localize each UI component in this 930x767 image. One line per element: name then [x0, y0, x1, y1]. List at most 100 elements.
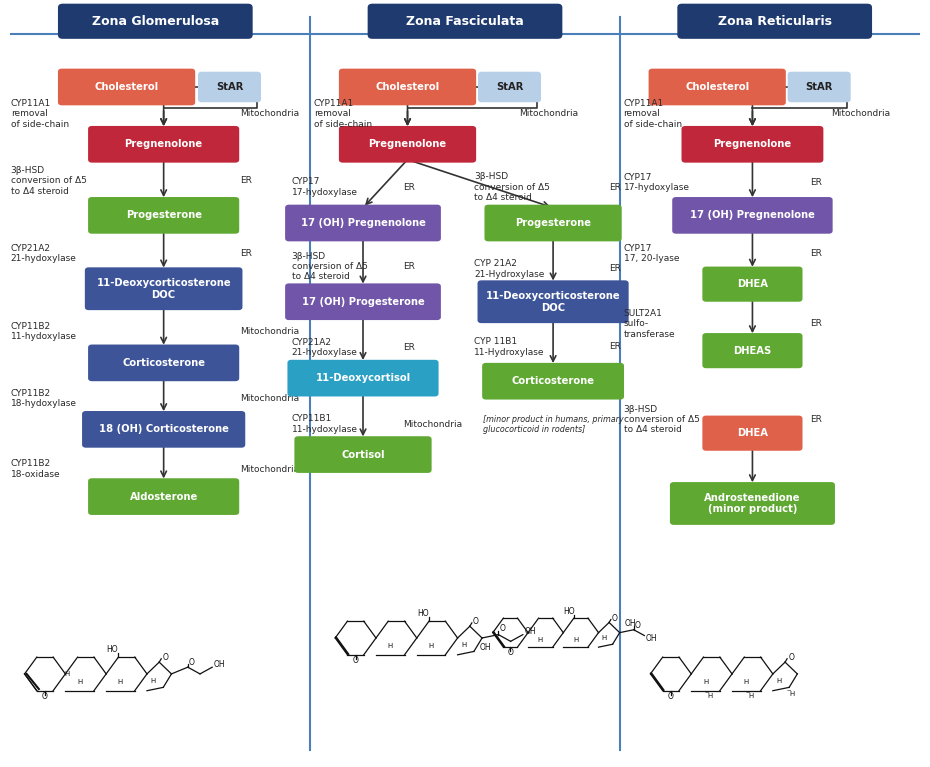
Text: H: H: [538, 637, 543, 643]
Text: CYP11A1
removal
of side-chain: CYP11A1 removal of side-chain: [313, 99, 372, 129]
FancyBboxPatch shape: [339, 68, 476, 105]
Text: OH: OH: [214, 660, 225, 669]
Text: ER: ER: [403, 183, 415, 192]
Text: CYP 11B1
11-Hydroxylase: CYP 11B1 11-Hydroxylase: [474, 337, 545, 357]
Text: Mitochondria: Mitochondria: [241, 465, 299, 473]
FancyBboxPatch shape: [339, 126, 476, 163]
Text: ER: ER: [403, 343, 415, 352]
Text: StAR: StAR: [496, 82, 524, 92]
FancyBboxPatch shape: [82, 411, 246, 448]
Text: O: O: [634, 621, 640, 630]
Text: ̅H: ̅H: [790, 691, 796, 697]
Text: H: H: [461, 642, 466, 647]
Text: Mitochondria: Mitochondria: [519, 109, 578, 118]
Text: 17 (OH) Progesterone: 17 (OH) Progesterone: [301, 297, 424, 307]
FancyBboxPatch shape: [88, 126, 239, 163]
Text: 3β-HSD
conversion of Δ5
to Δ4 steroid: 3β-HSD conversion of Δ5 to Δ4 steroid: [292, 252, 367, 281]
FancyBboxPatch shape: [198, 71, 261, 102]
FancyBboxPatch shape: [286, 205, 441, 242]
Text: Androstenedione
(minor product): Androstenedione (minor product): [704, 492, 801, 515]
Text: H: H: [151, 677, 155, 683]
Text: H: H: [573, 637, 578, 643]
Text: 3β-HSD
conversion of Δ5
to Δ4 steroid: 3β-HSD conversion of Δ5 to Δ4 steroid: [10, 166, 86, 196]
Text: 3β-HSD
conversion of Δ5
to Δ4 steroid: 3β-HSD conversion of Δ5 to Δ4 steroid: [474, 173, 551, 202]
Text: H: H: [744, 680, 749, 685]
Text: CYP17
17, 20-lyase: CYP17 17, 20-lyase: [623, 244, 679, 263]
FancyBboxPatch shape: [670, 482, 835, 525]
Text: Zona Fasciculata: Zona Fasciculata: [406, 15, 524, 28]
Text: CYP17
17-hydoxylase: CYP17 17-hydoxylase: [292, 177, 358, 197]
FancyBboxPatch shape: [702, 267, 803, 301]
Text: OH: OH: [525, 627, 536, 637]
Text: CYP11B2
18-hydoxylase: CYP11B2 18-hydoxylase: [10, 389, 76, 409]
FancyBboxPatch shape: [88, 197, 239, 234]
FancyBboxPatch shape: [677, 4, 872, 39]
FancyBboxPatch shape: [482, 363, 624, 400]
Text: ER: ER: [609, 183, 620, 192]
Text: ER: ER: [810, 178, 822, 187]
Text: O: O: [668, 693, 673, 701]
Text: CYP11B2
18-oxidase: CYP11B2 18-oxidase: [10, 459, 60, 479]
FancyBboxPatch shape: [58, 4, 253, 39]
Text: DHEAS: DHEAS: [734, 346, 772, 356]
Text: Pregnenolone: Pregnenolone: [713, 140, 791, 150]
FancyBboxPatch shape: [648, 68, 786, 105]
FancyBboxPatch shape: [702, 333, 803, 368]
Text: 17 (OH) Pregnenolone: 17 (OH) Pregnenolone: [300, 218, 425, 228]
Text: O: O: [189, 657, 194, 667]
Text: [minor product in humans, primary
glucocorticoid in rodents]: [minor product in humans, primary glucoc…: [483, 415, 623, 434]
Text: Aldosterone: Aldosterone: [129, 492, 198, 502]
Text: O: O: [508, 648, 513, 657]
Text: H: H: [388, 644, 392, 650]
Text: HO: HO: [417, 609, 429, 618]
Text: H: H: [429, 644, 433, 650]
Text: SULT2A1
sulfo-
transferase: SULT2A1 sulfo- transferase: [623, 309, 675, 339]
Text: CYP21A2
21-hydoxylase: CYP21A2 21-hydoxylase: [292, 338, 357, 357]
Text: OH: OH: [625, 619, 637, 628]
Text: Cholesterol: Cholesterol: [376, 82, 440, 92]
Text: Progesterone: Progesterone: [515, 218, 591, 228]
Text: H: H: [601, 635, 606, 641]
Text: Cortisol: Cortisol: [341, 449, 385, 459]
Text: OH: OH: [480, 643, 491, 652]
FancyBboxPatch shape: [88, 479, 239, 515]
Text: ER: ER: [810, 249, 822, 258]
Text: O: O: [473, 617, 479, 627]
Text: Mitochondria: Mitochondria: [241, 327, 299, 336]
Text: O: O: [611, 614, 618, 624]
Text: Cholesterol: Cholesterol: [95, 82, 159, 92]
Text: ̅H: ̅H: [750, 693, 755, 699]
Text: ER: ER: [241, 176, 252, 186]
Text: H: H: [77, 680, 82, 685]
Text: HO: HO: [563, 607, 575, 616]
Text: StAR: StAR: [216, 82, 243, 92]
Text: DHEA: DHEA: [737, 428, 768, 438]
FancyBboxPatch shape: [287, 360, 439, 397]
FancyBboxPatch shape: [478, 71, 541, 102]
Text: H: H: [703, 680, 708, 685]
Text: Mitochondria: Mitochondria: [241, 394, 299, 403]
Text: OH: OH: [645, 634, 658, 643]
FancyBboxPatch shape: [295, 436, 432, 473]
Text: H: H: [777, 677, 781, 683]
Text: CYP11A1
removal
of side-chain: CYP11A1 removal of side-chain: [623, 99, 682, 129]
FancyBboxPatch shape: [367, 4, 563, 39]
Text: Corticosterone: Corticosterone: [122, 358, 206, 368]
FancyBboxPatch shape: [286, 283, 441, 320]
Text: 11-Deoxycortisol: 11-Deoxycortisol: [315, 374, 410, 384]
Text: Pregnenolone: Pregnenolone: [368, 140, 446, 150]
FancyBboxPatch shape: [58, 68, 195, 105]
Text: StAR: StAR: [805, 82, 833, 92]
Text: DHEA: DHEA: [737, 279, 768, 289]
Text: Mitochondria: Mitochondria: [403, 420, 462, 429]
Text: Corticosterone: Corticosterone: [512, 376, 594, 387]
Text: O: O: [42, 693, 48, 701]
Text: ̅H: ̅H: [709, 693, 714, 699]
Text: 17 (OH) Pregnenolone: 17 (OH) Pregnenolone: [690, 210, 815, 220]
FancyBboxPatch shape: [85, 268, 243, 310]
Text: O: O: [789, 653, 794, 662]
Text: O: O: [163, 653, 168, 662]
Text: Cholesterol: Cholesterol: [685, 82, 750, 92]
Text: Mitochondria: Mitochondria: [241, 109, 299, 118]
Text: 18 (OH) Corticosterone: 18 (OH) Corticosterone: [99, 424, 229, 434]
